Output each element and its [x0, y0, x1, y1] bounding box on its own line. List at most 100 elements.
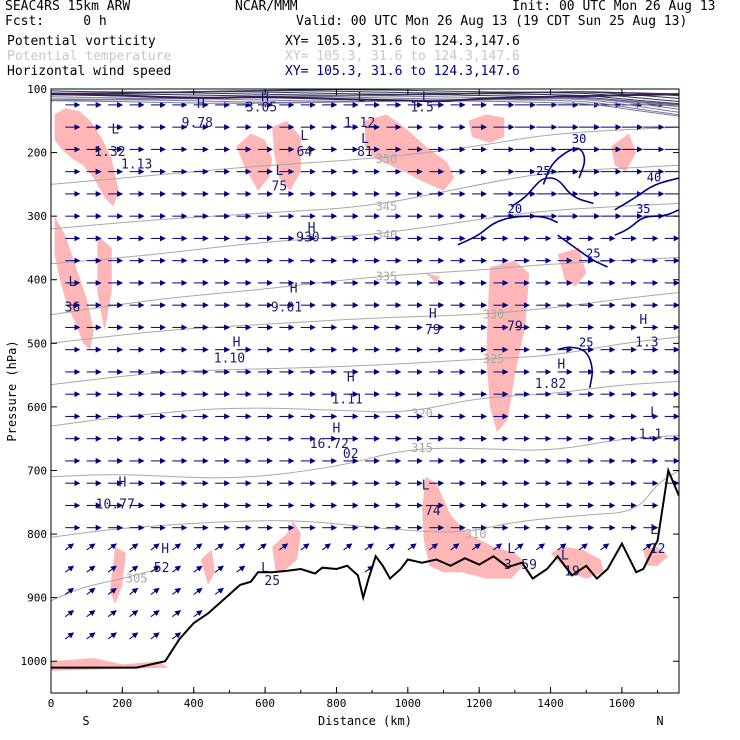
wind-speed-label: 25: [586, 247, 600, 261]
wind-vector: [129, 587, 139, 595]
wind-vector: [107, 543, 117, 551]
wind-vector: [471, 543, 481, 551]
wind-vector: [300, 543, 310, 551]
x-tick-label: 1400: [537, 697, 564, 710]
pv-shaded-region: [54, 108, 119, 207]
theta-contour-350: [51, 126, 679, 185]
theta-contour-label: 345: [376, 200, 398, 214]
wind-vector: [193, 610, 203, 618]
wind-vector: [193, 587, 203, 595]
pv-label: 1.1: [639, 428, 662, 443]
theta-contour-label: 315: [411, 441, 433, 455]
pv-label: H: [290, 281, 298, 296]
pv-label: H: [197, 97, 205, 112]
header-center: NCAR/MMM: [235, 0, 298, 14]
header-model: SEAC4RS 15km ARW: [5, 0, 131, 14]
terrain-layer: [51, 466, 679, 669]
wind-vector: [343, 543, 353, 551]
wind-vector: [150, 632, 160, 640]
y-axis-label: Pressure (hPa): [5, 340, 19, 441]
pv-label: 81: [357, 145, 373, 160]
wind-vector: [214, 543, 224, 551]
pv-label: 79: [425, 323, 441, 338]
theta-contour-label: 320: [411, 406, 433, 420]
upper-contour-bundle: [51, 89, 679, 117]
pv-label: 19: [564, 564, 580, 579]
wind-vector: [386, 543, 396, 551]
x-axis-label: Distance (km): [318, 714, 412, 728]
wind-vector: [107, 610, 117, 618]
pv-shaded-region: [643, 546, 669, 566]
theta-contour-label: 350: [376, 152, 398, 166]
pv-label: L: [507, 542, 515, 557]
pv-shaded-region: [422, 476, 526, 579]
wind-vector: [428, 543, 439, 551]
wind-vector: [172, 587, 182, 595]
wind-vector: [86, 543, 96, 551]
y-tick-label: 1000: [21, 655, 48, 668]
pv-label: L: [650, 523, 658, 538]
pv-label: 74: [425, 504, 441, 519]
wind-vector: [321, 543, 331, 551]
wind-vector: [64, 543, 75, 551]
pv-label: L: [68, 275, 76, 290]
wind-vector: [86, 565, 96, 573]
wind-vector: [236, 565, 246, 573]
pv-shaded-region: [468, 114, 505, 143]
pv-shaded-region: [109, 546, 126, 604]
wind-vector: [578, 543, 588, 551]
wind-speed-contour: [457, 215, 559, 246]
pv-label: L: [111, 123, 119, 138]
pv-label: 1.10: [214, 351, 245, 366]
pv-label: 9.01: [271, 301, 302, 316]
theta-contour-335: [51, 257, 679, 316]
x-tick-label: 600: [255, 697, 275, 710]
pv-label: L: [361, 132, 369, 147]
pv-label: L: [422, 479, 430, 494]
header-valid: Valid: 00 UTC Mon 26 Aug 13 (19 CDT Sun …: [296, 14, 688, 29]
pv-label: 3.05: [246, 100, 277, 115]
pv-label: 1.13: [121, 157, 152, 172]
wind-vector: [86, 610, 96, 618]
pv-label: 79: [507, 320, 523, 335]
theta-contour-330: [51, 292, 679, 344]
wind-vector: [214, 587, 224, 595]
pv-label: L: [561, 548, 569, 563]
pv-label: L: [300, 129, 308, 144]
wind-vector: [129, 610, 139, 618]
x-tick-label: 800: [327, 697, 347, 710]
theta-contour-label: 305: [126, 572, 148, 586]
pv-label: L: [650, 405, 658, 420]
wind-vector: [364, 543, 374, 551]
x-tick-label: 400: [184, 697, 204, 710]
pv-label-layer: H9.78H3.05L1.12L1.5L1.321.13L64L81L75H93…: [65, 91, 666, 589]
pv-label: 52: [154, 561, 170, 576]
theta-contour-label: 340: [376, 228, 398, 242]
pv-label: 10.77: [96, 498, 135, 513]
wind-vector: [107, 632, 117, 640]
wind-vector: [450, 543, 460, 551]
x-tick-label: 0: [48, 697, 55, 710]
wind-vector: [150, 543, 160, 551]
y-tick-label: 500: [27, 337, 47, 350]
pv-label: 1.5: [410, 100, 433, 115]
wind-vector: [514, 543, 524, 551]
wind-vector: [535, 543, 546, 551]
pv-label: 64: [297, 145, 313, 160]
y-tick-label: 900: [27, 592, 47, 605]
wind-vector: [86, 587, 96, 595]
pv-shaded-region: [200, 549, 216, 585]
wind-vector: [129, 565, 139, 573]
pv-label: 1.32: [94, 145, 125, 160]
theta-contour-305: [51, 568, 159, 602]
wind-speed-contour: [614, 177, 679, 211]
y-tick-label: 400: [27, 274, 47, 287]
pv-label: H: [347, 370, 355, 385]
pv-label: 1.82: [535, 377, 566, 392]
wind-speed-label: 30: [572, 132, 586, 146]
wind-vector: [493, 543, 503, 551]
wind-vector: [129, 543, 139, 551]
theta-contour-310: [51, 470, 679, 538]
pv-label: H: [429, 307, 437, 322]
